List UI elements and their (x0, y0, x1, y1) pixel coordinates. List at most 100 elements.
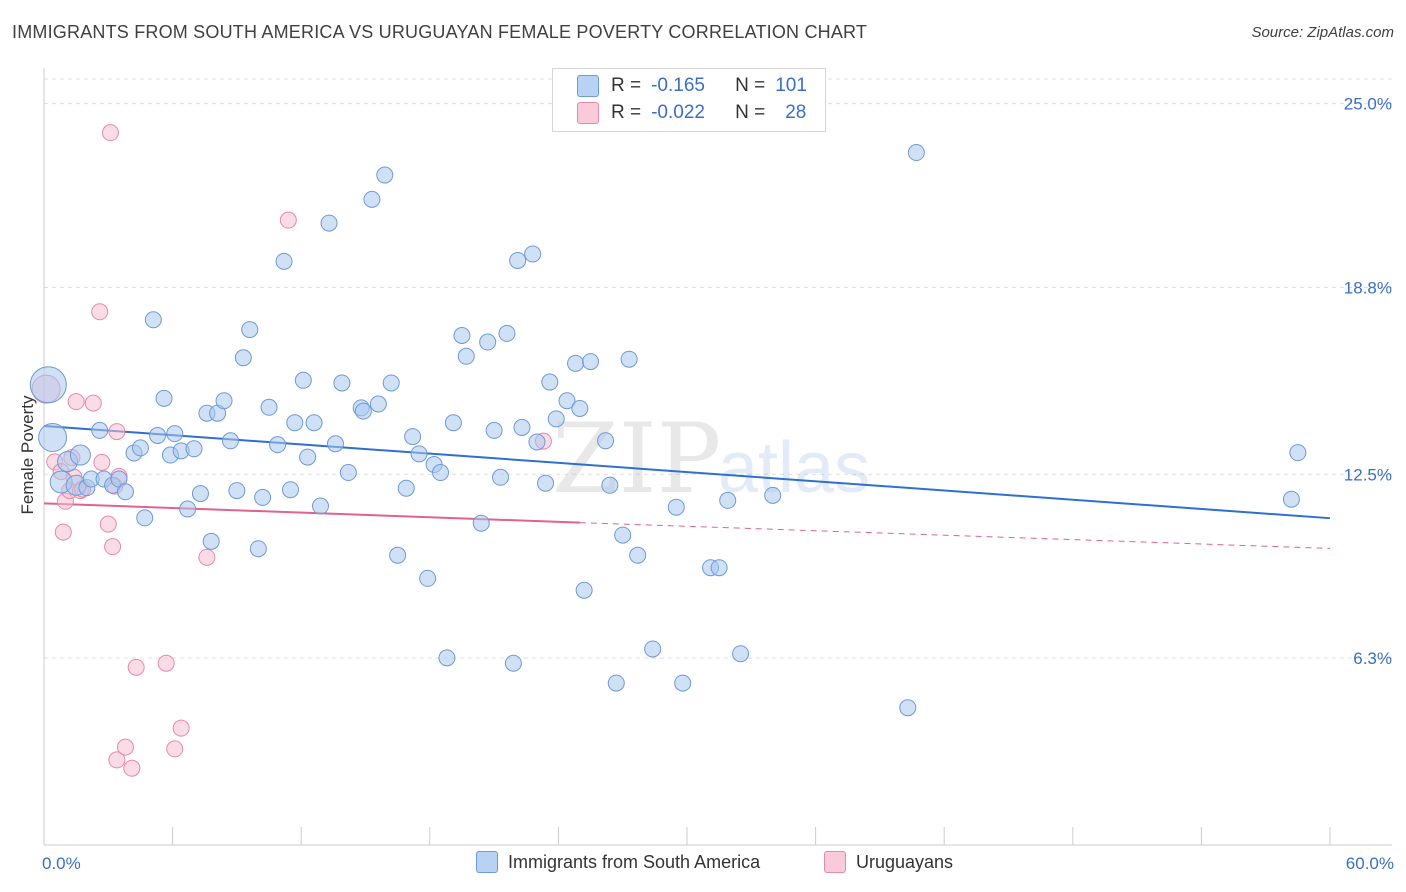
legend-item-uruguayans[interactable]: Uruguayans (824, 851, 953, 873)
point-south-america (333, 374, 351, 392)
point-uruguayans (157, 654, 175, 672)
point-south-america (320, 214, 338, 232)
point-south-america (254, 488, 272, 506)
point-south-america (260, 398, 278, 416)
legend-n-label: N = (735, 102, 766, 123)
point-south-america (29, 366, 67, 404)
source-label: Source: ZipAtlas.com (1251, 24, 1394, 41)
point-south-america (524, 245, 542, 263)
point-south-america (419, 569, 437, 587)
point-south-america (69, 444, 91, 466)
point-south-america (644, 640, 662, 658)
point-south-america (764, 486, 782, 504)
point-south-america (299, 448, 317, 466)
point-south-america (498, 324, 516, 342)
x-tick-label: 0.0% (42, 854, 81, 873)
point-south-america (899, 699, 917, 717)
point-south-america (339, 464, 357, 482)
series-legend: Immigrants from South America Uruguayans (0, 851, 1406, 879)
tick-labels: 25.0% 18.8% 12.5% 6.3% 0.0% 60.0% (42, 95, 1394, 873)
point-south-america (547, 410, 565, 428)
axes (43, 68, 1392, 846)
y-tick-label: 25.0% (1344, 95, 1392, 114)
point-south-america (558, 392, 576, 410)
point-south-america (286, 414, 304, 432)
point-south-america (513, 418, 531, 436)
point-south-america (710, 559, 728, 577)
point-uruguayans (91, 303, 109, 321)
point-south-america (732, 645, 750, 663)
point-south-america (155, 389, 173, 407)
legend-swatch-pink (824, 851, 846, 873)
point-south-america (492, 468, 510, 486)
point-south-america (275, 252, 293, 270)
point-south-america (305, 414, 323, 432)
point-south-america (674, 674, 692, 692)
point-south-america (485, 421, 503, 439)
point-south-america (1289, 444, 1307, 462)
point-south-america (509, 251, 527, 269)
point-south-america (241, 321, 259, 339)
point-uruguayans (127, 658, 145, 676)
legend-swatch-pink (577, 102, 599, 124)
point-south-america (311, 497, 329, 515)
point-south-america (281, 481, 299, 499)
point-uruguayans (116, 738, 134, 756)
watermark-zip: ZIP (552, 403, 721, 515)
point-south-america (597, 432, 615, 450)
point-south-america (667, 498, 685, 516)
point-south-america (537, 474, 555, 492)
point-uruguayans (198, 548, 216, 566)
legend-r-label: R = (611, 75, 642, 96)
point-south-america (215, 392, 233, 410)
point-south-america (479, 333, 497, 351)
correlation-legend: R = -0.165 N = 101 R = -0.022 N = 28 (552, 68, 826, 132)
point-uruguayans (101, 124, 119, 142)
point-south-america (389, 546, 407, 564)
point-south-america (472, 514, 490, 532)
point-south-america (404, 428, 422, 446)
point-south-america (136, 509, 154, 527)
point-south-america (221, 432, 239, 450)
point-uruguayans (172, 719, 190, 737)
legend-item-label: Uruguayans (856, 851, 954, 872)
legend-item-label: Immigrants from South America (508, 851, 761, 872)
point-south-america (179, 500, 197, 518)
legend-swatch-blue (476, 851, 498, 873)
point-uruguayans (108, 423, 126, 441)
point-uruguayans (99, 515, 117, 533)
point-south-america (369, 395, 387, 413)
legend-r-value: -0.165 (651, 75, 705, 96)
point-uruguayans (84, 394, 102, 412)
point-south-america (382, 374, 400, 392)
point-uruguayans (67, 393, 85, 411)
point-south-america (116, 483, 134, 501)
point-south-america (567, 354, 585, 372)
point-uruguayans (104, 538, 122, 556)
point-south-america (528, 433, 546, 451)
point-south-america (607, 674, 625, 692)
point-south-america (38, 423, 68, 453)
point-south-america (457, 347, 475, 365)
y-tick-label: 6.3% (1353, 649, 1392, 668)
point-uruguayans (123, 759, 141, 777)
point-south-america (363, 190, 381, 208)
legend-row-uruguayans: R = -0.022 N = 28 (577, 100, 806, 126)
point-south-america (166, 425, 184, 443)
point-uruguayans (108, 751, 126, 769)
point-uruguayans (279, 211, 297, 229)
point-south-america (326, 435, 344, 453)
point-south-america (191, 485, 209, 503)
point-south-america (228, 482, 246, 500)
point-south-america (269, 436, 287, 454)
trend-line-south-america (43, 424, 1331, 520)
point-south-america (1282, 490, 1300, 508)
point-uruguayans (54, 523, 72, 541)
point-south-america (149, 426, 167, 444)
legend-item-south-america[interactable]: Immigrants from South America (476, 851, 760, 873)
legend-r-value: -0.022 (651, 102, 705, 123)
point-south-america (582, 353, 600, 371)
point-south-america (144, 311, 162, 329)
point-south-america (202, 532, 220, 550)
